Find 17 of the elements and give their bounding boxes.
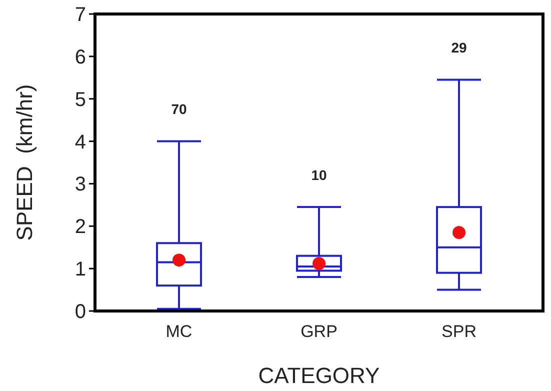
y-tick-label: 7 — [74, 4, 86, 26]
y-tick-label: 6 — [74, 46, 86, 68]
y-axis-title: SPEED (km/hr) — [12, 84, 37, 241]
y-tick-label: 4 — [74, 131, 86, 154]
x-tick-label: GRP — [300, 322, 338, 341]
point — [452, 226, 466, 240]
x-axis-title: CATEGORY — [258, 363, 380, 388]
annotation: 70 — [171, 101, 187, 118]
y-tick-label: 1 — [74, 258, 86, 281]
y-tick-label: 0 — [74, 301, 86, 323]
y-tick-label: 2 — [74, 216, 86, 238]
y-tick-label: 5 — [74, 88, 86, 111]
x-tick-label: SPR — [442, 322, 476, 341]
x-tick-label: MC — [166, 322, 192, 341]
annotation: 29 — [451, 40, 467, 56]
annotation: 10 — [311, 166, 327, 183]
y-tick-label: 3 — [74, 174, 86, 196]
